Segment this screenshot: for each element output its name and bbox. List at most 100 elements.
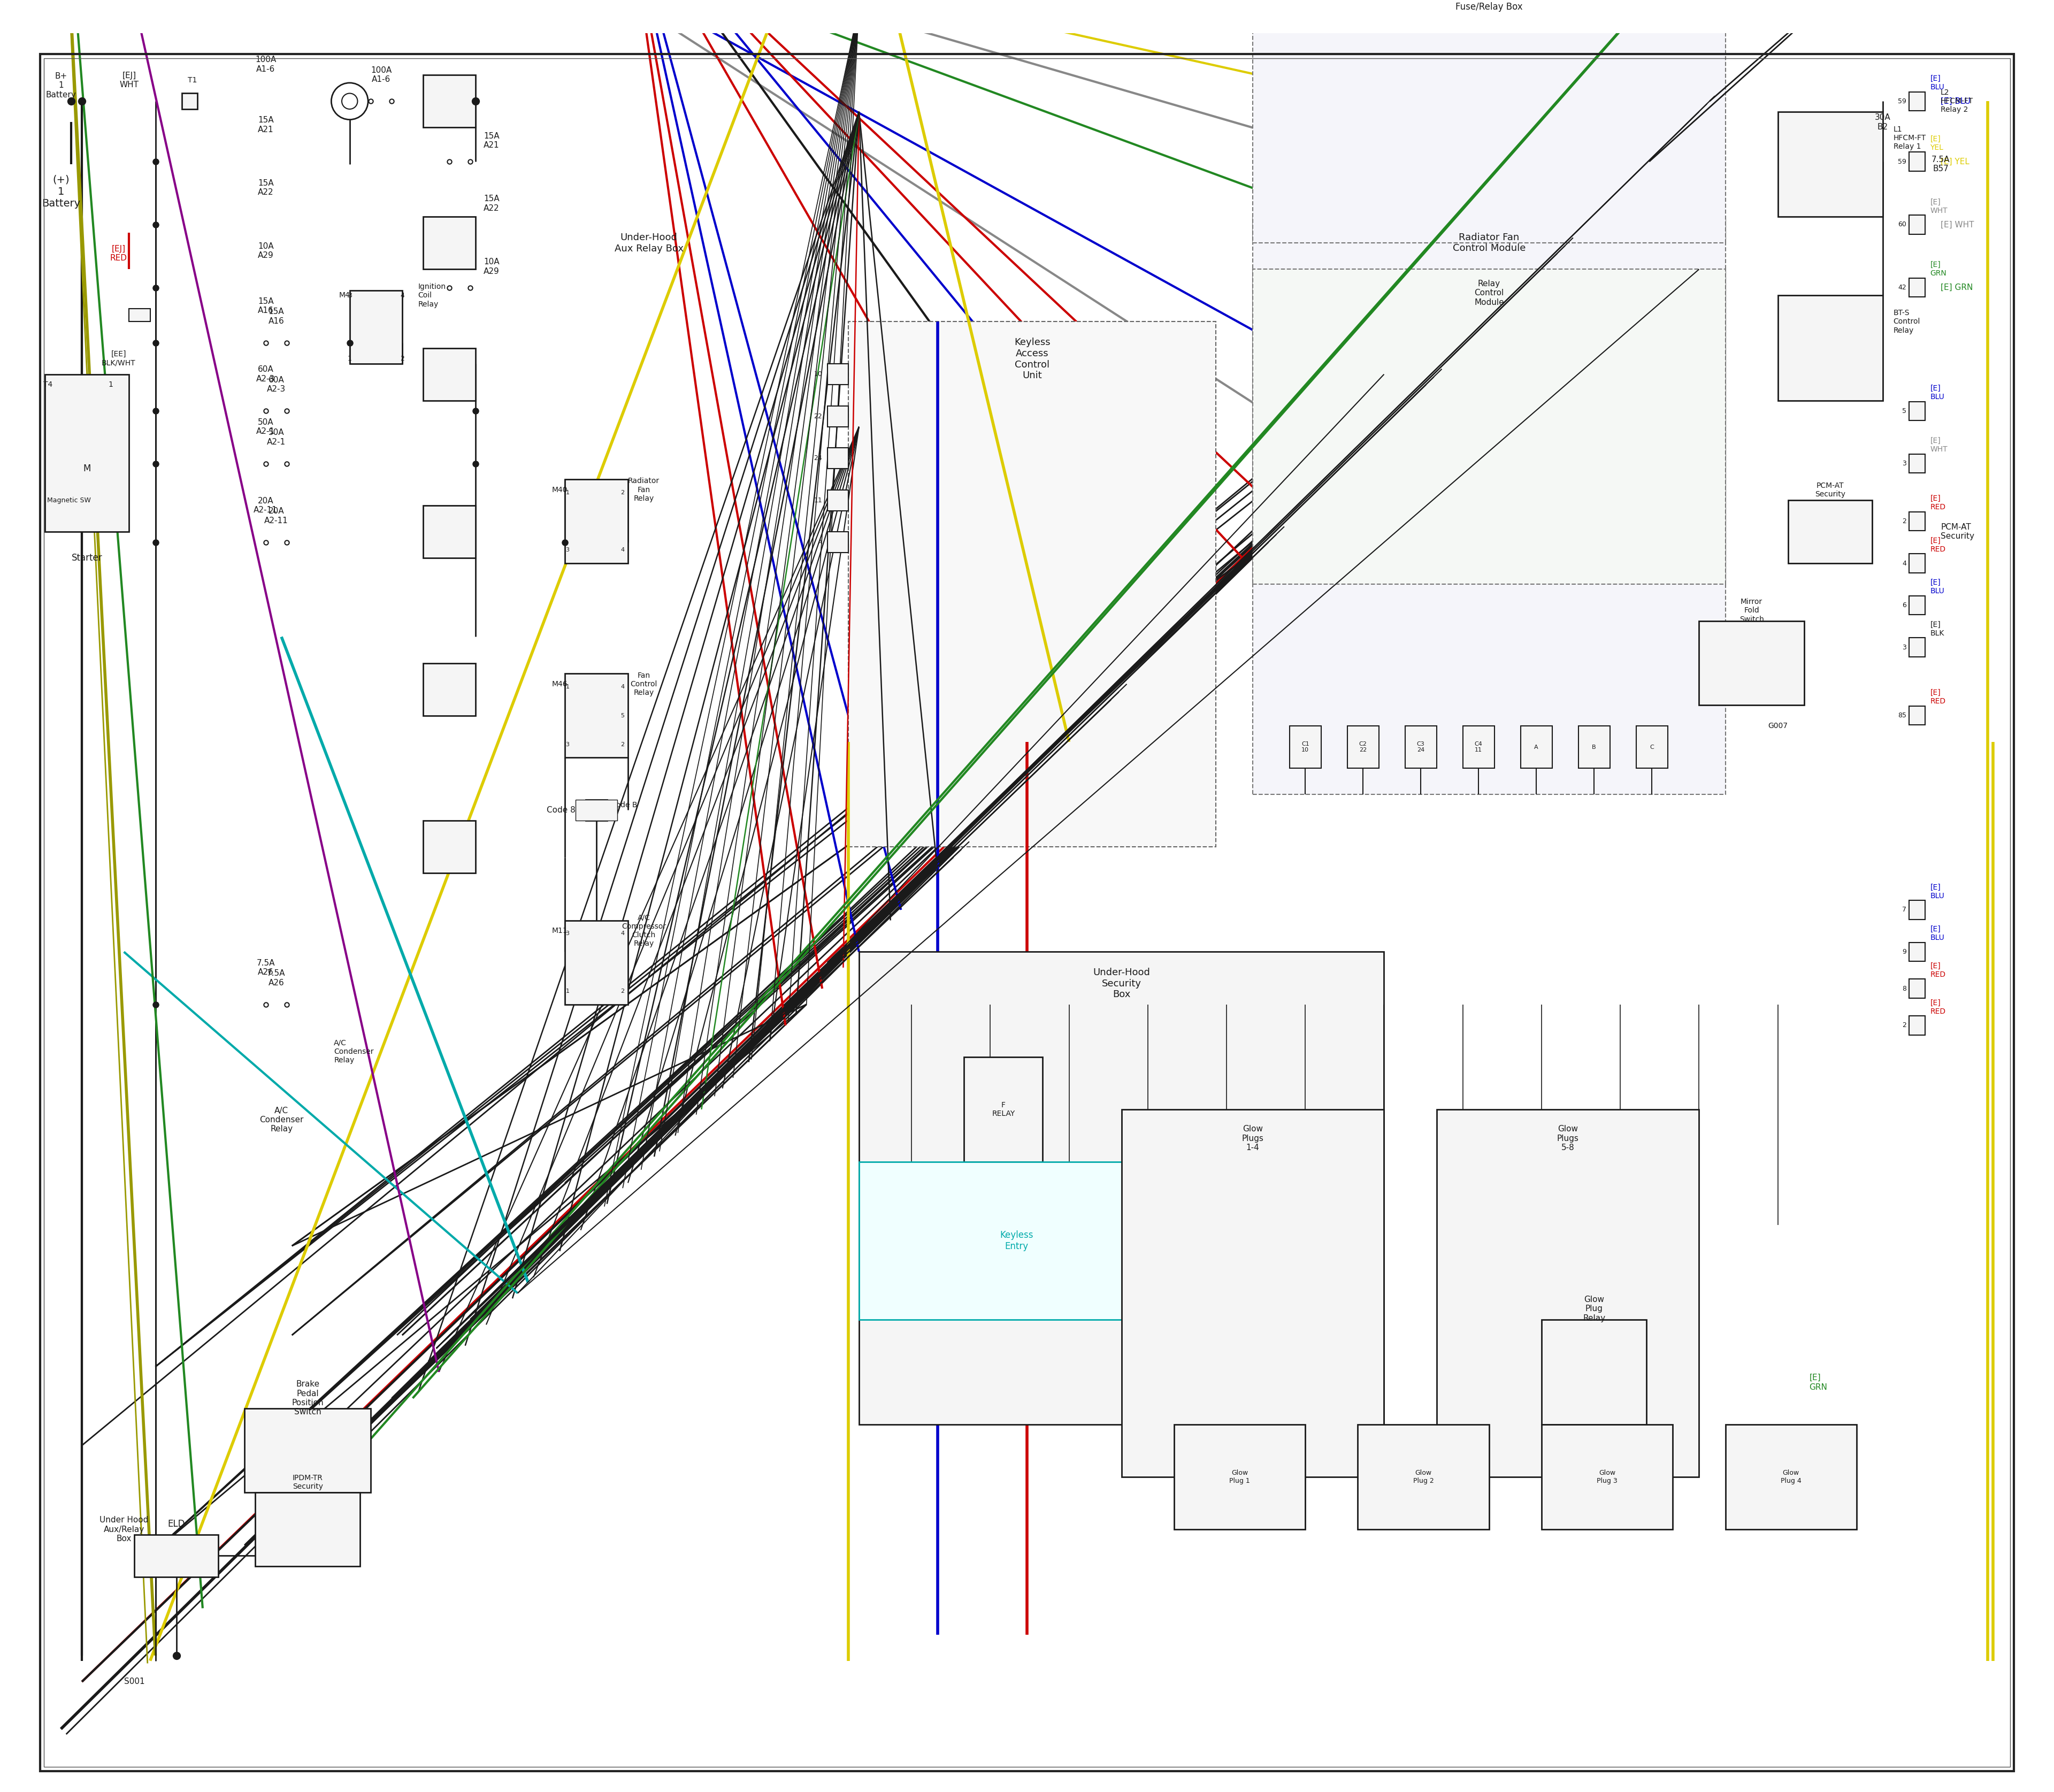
Text: T4: T4 (43, 382, 51, 389)
Bar (134, 1534, 218, 1577)
Text: [E]
WHT: [E] WHT (1931, 437, 1947, 453)
Bar (1908, 597, 1925, 615)
Text: 2: 2 (1902, 1021, 1906, 1029)
Text: 7.5A
A26: 7.5A A26 (257, 959, 275, 977)
Text: A/C
Condenser
Relay: A/C Condenser Relay (335, 1039, 374, 1064)
Text: 10A
A29: 10A A29 (257, 242, 273, 260)
Bar (349, 290, 403, 364)
Text: 7: 7 (1902, 907, 1906, 914)
Text: (+)
1
Battery: (+) 1 Battery (41, 176, 80, 208)
Text: Keyless
Entry: Keyless Entry (1000, 1231, 1033, 1251)
Bar (1908, 152, 1925, 170)
Text: A: A (1534, 744, 1538, 749)
Text: [E]
WHT: [E] WHT (1931, 199, 1947, 215)
Text: 2: 2 (620, 489, 624, 495)
Text: 2: 2 (620, 742, 624, 747)
Bar (1436, 1109, 1699, 1477)
Text: 15A
A21: 15A A21 (257, 116, 273, 134)
Text: Glow
Plug 2: Glow Plug 2 (1413, 1469, 1434, 1484)
Text: 3: 3 (347, 292, 351, 299)
Text: 11: 11 (813, 496, 822, 504)
Text: B: B (1592, 744, 1596, 749)
Text: Keyless
Access
Control
Unit: Keyless Access Control Unit (1015, 337, 1050, 380)
Bar (1405, 726, 1436, 769)
Text: ELD: ELD (168, 1520, 185, 1529)
Bar (423, 348, 477, 401)
Text: A/C
Condenser
Relay: A/C Condenser Relay (259, 1107, 304, 1133)
Text: 1: 1 (347, 355, 351, 362)
Text: PCM-AT
Security: PCM-AT Security (1941, 523, 1974, 541)
Text: Radiator
Fan
Relay: Radiator Fan Relay (629, 477, 659, 502)
Bar (565, 674, 629, 758)
Text: [EE]
BLK/WHT: [EE] BLK/WHT (101, 351, 136, 367)
Bar (1908, 453, 1925, 473)
Text: 22: 22 (813, 412, 822, 419)
Bar (1347, 726, 1378, 769)
Text: [E]
RED: [E] RED (1931, 495, 1945, 511)
Text: 3: 3 (1902, 643, 1906, 650)
Text: M11: M11 (553, 926, 567, 935)
Text: Fan
Control
Relay: Fan Control Relay (631, 672, 657, 697)
Text: Glow
Plugs
1-4: Glow Plugs 1-4 (1243, 1125, 1263, 1152)
Bar (1637, 726, 1668, 769)
Bar (423, 505, 477, 557)
Text: 42: 42 (1898, 285, 1906, 290)
Text: [E]
BLK: [E] BLK (1931, 620, 1945, 636)
Bar (828, 532, 848, 552)
Text: 2: 2 (1902, 518, 1906, 525)
Bar (423, 217, 477, 269)
Text: 3: 3 (1902, 461, 1906, 468)
Text: Glow
Plugs
5-8: Glow Plugs 5-8 (1557, 1125, 1580, 1152)
Bar (1725, 1425, 1857, 1529)
Text: 100A
A1-6: 100A A1-6 (370, 66, 392, 84)
Text: [E]
RED: [E] RED (1931, 690, 1945, 706)
Bar (1908, 706, 1925, 726)
Bar (859, 952, 1384, 1425)
Text: C1
10: C1 10 (1302, 742, 1308, 753)
Text: 2: 2 (401, 355, 405, 362)
Text: 30A
B2: 30A B2 (1875, 113, 1892, 131)
Text: 15A
A16: 15A A16 (269, 308, 283, 324)
Bar (859, 1161, 1175, 1319)
Bar (423, 821, 477, 873)
Text: [E]
GRN: [E] GRN (1810, 1374, 1828, 1391)
Text: 7.5A
B57: 7.5A B57 (1931, 156, 1949, 172)
Bar (1779, 111, 1884, 217)
Bar (828, 489, 848, 511)
Text: 4: 4 (620, 548, 624, 554)
Text: C: C (1649, 744, 1653, 749)
Text: [E]
YEL: [E] YEL (1810, 1426, 1824, 1444)
Text: 1: 1 (565, 685, 569, 690)
Text: L1
HFCM-FT
Relay 1: L1 HFCM-FT Relay 1 (1894, 125, 1927, 151)
Bar (1290, 726, 1321, 769)
Text: C405: C405 (129, 308, 150, 315)
Bar (129, 308, 150, 323)
Bar (963, 1057, 1043, 1161)
Bar (1908, 638, 1925, 656)
Text: 15A
A22: 15A A22 (483, 195, 499, 211)
Text: 8: 8 (1902, 986, 1906, 993)
Bar (565, 921, 629, 1004)
Text: 15A
A22: 15A A22 (257, 179, 273, 197)
Text: [E]
GRN: [E] GRN (1931, 262, 1947, 278)
Text: 50A
A2-1: 50A A2-1 (267, 428, 286, 446)
Text: M: M (84, 464, 90, 473)
Text: M46: M46 (553, 681, 567, 688)
Bar (828, 448, 848, 470)
Text: Code 8: Code 8 (546, 806, 575, 814)
Bar (423, 75, 477, 127)
Text: PCM-AT
Security: PCM-AT Security (1816, 482, 1847, 498)
Text: [E] YEL: [E] YEL (1941, 158, 1970, 165)
Bar (1908, 278, 1925, 297)
Text: C3
24: C3 24 (1417, 742, 1425, 753)
Bar (1543, 1425, 1672, 1529)
Text: 3: 3 (565, 548, 569, 554)
Text: Glow
Plug
Relay: Glow Plug Relay (1584, 1296, 1606, 1322)
Bar (1358, 1425, 1489, 1529)
Text: 1: 1 (565, 989, 569, 995)
Text: 59: 59 (1898, 158, 1906, 165)
Bar (1908, 513, 1925, 530)
Text: 7.5A
A26: 7.5A A26 (267, 969, 286, 987)
Text: 5: 5 (620, 713, 624, 719)
Bar (1520, 726, 1553, 769)
